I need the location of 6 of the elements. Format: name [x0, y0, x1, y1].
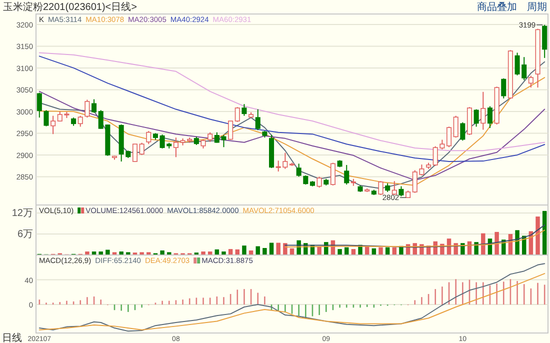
chart-title: 玉米淀粉2201(023601)<日线>	[3, 1, 138, 13]
y-tick-label: 12万	[12, 208, 33, 220]
text: 日线	[2, 332, 22, 343]
text: 周期	[527, 1, 547, 13]
y-tick-label: 6万	[17, 229, 33, 240]
text: 商品叠加	[477, 1, 517, 13]
